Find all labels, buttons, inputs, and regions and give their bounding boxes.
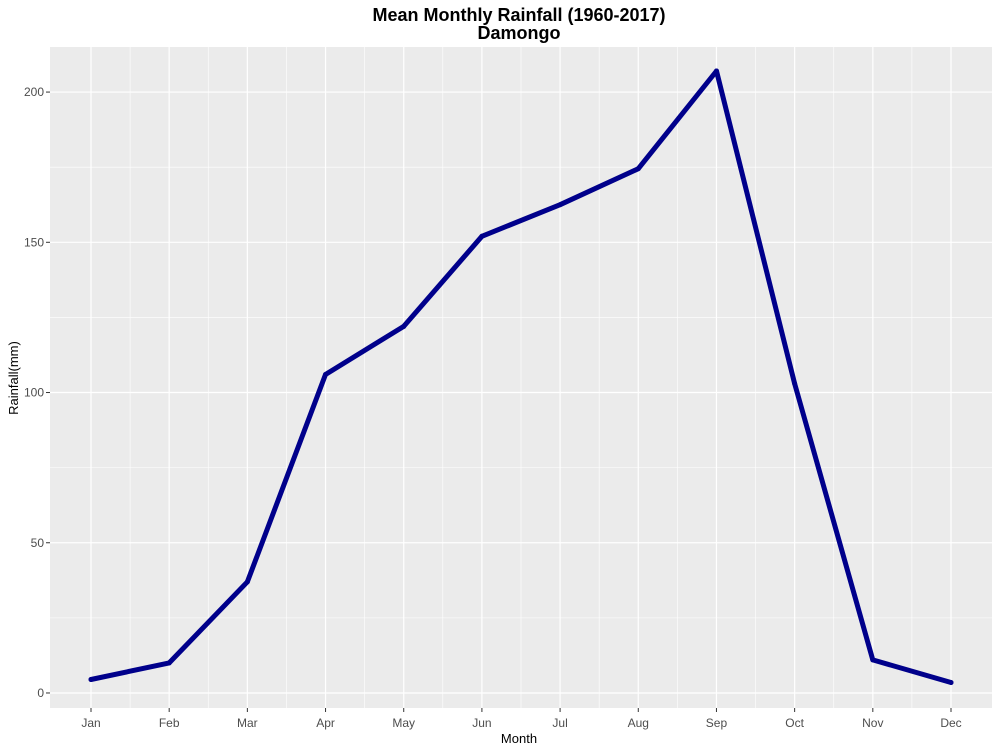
x-tick-label: Aug [628, 716, 649, 730]
y-axis: 0 50 100 150 200 [24, 85, 50, 700]
x-tick-label: May [392, 716, 415, 730]
x-tick-label: Dec [940, 716, 961, 730]
x-tick-label: Jul [552, 716, 567, 730]
y-tick-label: 100 [24, 386, 44, 400]
data-point-aug [635, 166, 641, 172]
y-tick-label: 50 [31, 536, 45, 550]
major-gridlines [50, 47, 992, 708]
data-point-may [401, 323, 407, 329]
x-tick-label: Jun [472, 716, 491, 730]
x-tick-label: Apr [316, 716, 335, 730]
x-tick-label: Jan [81, 716, 100, 730]
data-point-oct [792, 381, 798, 387]
y-tick-label: 150 [24, 235, 44, 249]
data-point-dec [948, 679, 954, 685]
chart-title: Mean Monthly Rainfall (1960-2017) [372, 5, 665, 25]
minor-gridlines [50, 47, 992, 708]
data-point-jun [479, 233, 485, 239]
data-point-mar [244, 579, 250, 585]
data-point-feb [166, 660, 172, 666]
data-point-jan [88, 676, 94, 682]
data-point-nov [870, 657, 876, 663]
data-point-apr [323, 371, 329, 377]
y-tick-label: 200 [24, 85, 44, 99]
y-axis-title: Rainfall(mm) [6, 341, 21, 415]
x-axis: Jan Feb Mar Apr May Jun Jul Aug Sep Oct Nov Dec [81, 708, 962, 730]
x-tick-label: Nov [862, 716, 883, 730]
x-tick-label: Sep [706, 716, 728, 730]
data-point-jul [557, 202, 563, 208]
series-line [88, 68, 954, 685]
y-tick-label: 0 [37, 686, 44, 700]
chart-subtitle: Damongo [478, 23, 561, 43]
x-tick-label: Mar [237, 716, 258, 730]
x-axis-title: Month [501, 731, 537, 746]
data-point-sep [713, 68, 719, 74]
x-tick-label: Feb [159, 716, 180, 730]
x-tick-label: Oct [785, 716, 804, 730]
series-layer [88, 68, 954, 685]
